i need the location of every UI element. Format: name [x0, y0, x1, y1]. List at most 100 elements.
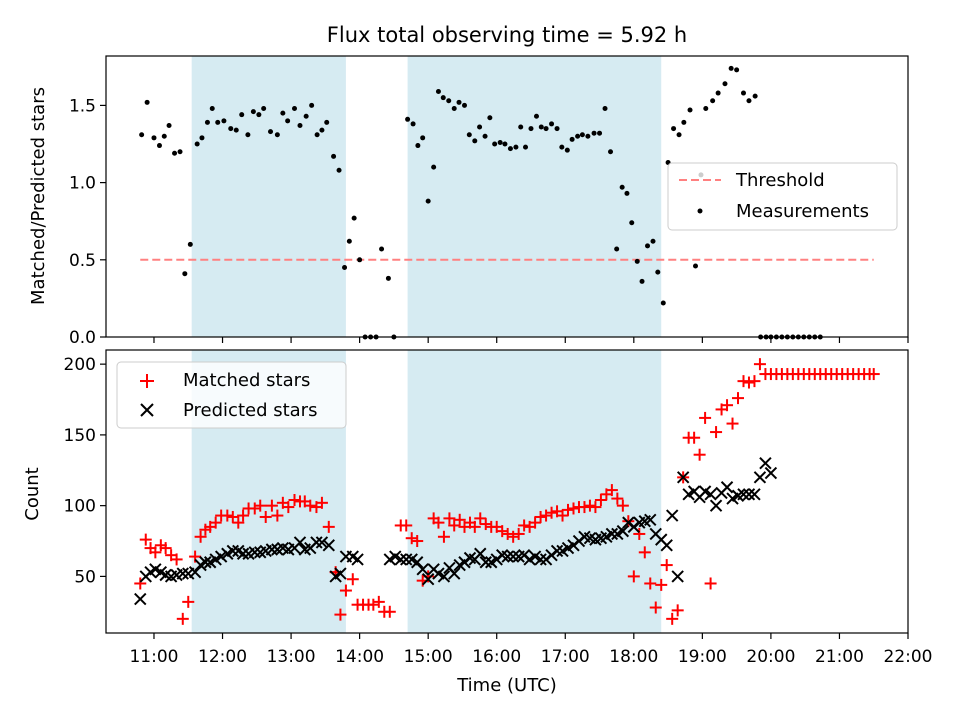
matched-star-point — [507, 530, 520, 543]
y-tick-label: 1.5 — [69, 96, 96, 116]
matched-star-point — [704, 577, 717, 590]
matched-star-point — [176, 612, 189, 625]
measurement-point — [660, 300, 666, 306]
predicted-star-point — [293, 536, 307, 549]
shaded-band-1 — [407, 350, 662, 633]
x-tick-label: 16:00 — [472, 647, 521, 667]
chart-title: Flux total observing time = 5.92 h — [327, 23, 687, 47]
plot-frame — [105, 55, 909, 338]
legend-label-predicted: Predicted stars — [183, 400, 317, 421]
measurement-point — [425, 198, 431, 204]
measurement-point — [215, 119, 221, 125]
measurement-point — [608, 149, 614, 155]
measurement-point — [228, 126, 234, 132]
x-axis-ticks: 11:00 12:00 13:00 14:00 15:00 16:00 17:00 18:00… — [129, 633, 933, 667]
matched-star-point — [742, 376, 755, 389]
predicted-star-point — [534, 553, 547, 566]
measurement-point — [319, 127, 325, 133]
measurement-point — [497, 139, 503, 145]
measurement-point — [280, 110, 286, 116]
measurement-point — [634, 258, 640, 264]
matched-star-point — [655, 578, 668, 591]
predicted-star-point — [322, 539, 335, 552]
measurement-point — [285, 118, 291, 124]
measurement-point — [518, 124, 524, 130]
matched-star-point — [226, 510, 239, 523]
y-axis-label: Matched/Predicted stars — [28, 87, 49, 305]
matched-star-point — [688, 431, 701, 444]
predicted-star-point — [720, 481, 734, 494]
measurement-point — [144, 99, 150, 105]
predicted-star-point — [334, 567, 347, 580]
measurement-point — [261, 105, 267, 111]
predicted-star-point — [214, 550, 228, 563]
matched-star-point — [265, 499, 278, 512]
x-tick-label: 18:00 — [609, 647, 658, 667]
legend-box — [667, 162, 898, 231]
x-axis-ticks — [153, 337, 909, 343]
predicted-star-point — [759, 456, 772, 470]
measurement-point — [614, 246, 620, 252]
measurement-point — [379, 246, 385, 252]
matched-star-point — [468, 520, 481, 533]
measurement-point — [435, 89, 441, 95]
measurement-point — [655, 269, 661, 275]
measurement-point — [268, 129, 274, 135]
matched-star-point — [221, 509, 234, 522]
matched-star-point — [411, 535, 424, 548]
x-tick-label: 12:00 — [198, 647, 247, 667]
predicted-star-point — [310, 536, 323, 549]
matched-star-point — [726, 417, 739, 430]
plot-frame — [105, 349, 909, 634]
measurement-point — [303, 113, 309, 119]
matched-star-point — [304, 499, 317, 512]
matched-star-point — [627, 570, 640, 583]
y-tick-label: 0.0 — [69, 328, 96, 348]
measurement-point — [549, 121, 555, 127]
legend: Threshold Measurements — [667, 162, 898, 231]
x-axis-label: Time (UTC) — [456, 675, 557, 696]
measurement-point — [513, 144, 519, 150]
measurement-point — [139, 132, 145, 138]
predicted-star-point — [400, 553, 413, 566]
predicted-star-point — [236, 547, 250, 560]
measurement-point — [451, 105, 457, 111]
measurement-point — [569, 136, 575, 142]
matched-star-point — [660, 559, 673, 572]
measurement-point — [728, 65, 734, 71]
measurement-point — [650, 238, 656, 244]
measurement-point — [619, 184, 625, 190]
predicted-star-point — [665, 509, 679, 522]
matched-star-point — [232, 516, 245, 529]
measurement-point — [187, 241, 193, 247]
measurement-point — [585, 133, 591, 139]
measurement-point — [575, 133, 581, 139]
predicted-star-point — [742, 488, 756, 501]
matched-star-point — [282, 501, 295, 514]
measurement-point — [466, 132, 472, 138]
measurement-point — [209, 105, 215, 111]
measurement-point — [477, 124, 483, 130]
x-tick-label: 20:00 — [746, 647, 795, 667]
measurement-point — [462, 102, 468, 108]
x-tick-label: 14:00 — [335, 647, 384, 667]
measurement-point — [528, 126, 534, 132]
legend-predicted-swatch — [140, 403, 154, 417]
measurement-point — [629, 220, 635, 226]
predicted-star-point — [704, 488, 717, 501]
predicted-star-point — [671, 570, 684, 583]
measurement-point — [538, 124, 544, 130]
y-tick-label: 0.5 — [69, 251, 96, 271]
matched-star-point — [578, 501, 591, 514]
matched-star-point — [271, 509, 284, 522]
matched-star-point — [453, 513, 466, 526]
x-tick-label: 19:00 — [678, 647, 727, 667]
matched-star-point — [367, 598, 380, 611]
matched-star-point — [149, 546, 162, 559]
predicted-star-point — [709, 499, 723, 512]
measurement-point — [523, 144, 529, 150]
measurement-point — [156, 143, 162, 149]
measurement-point — [415, 143, 421, 149]
matched-star-point — [315, 496, 328, 509]
measurement-point — [199, 135, 205, 141]
